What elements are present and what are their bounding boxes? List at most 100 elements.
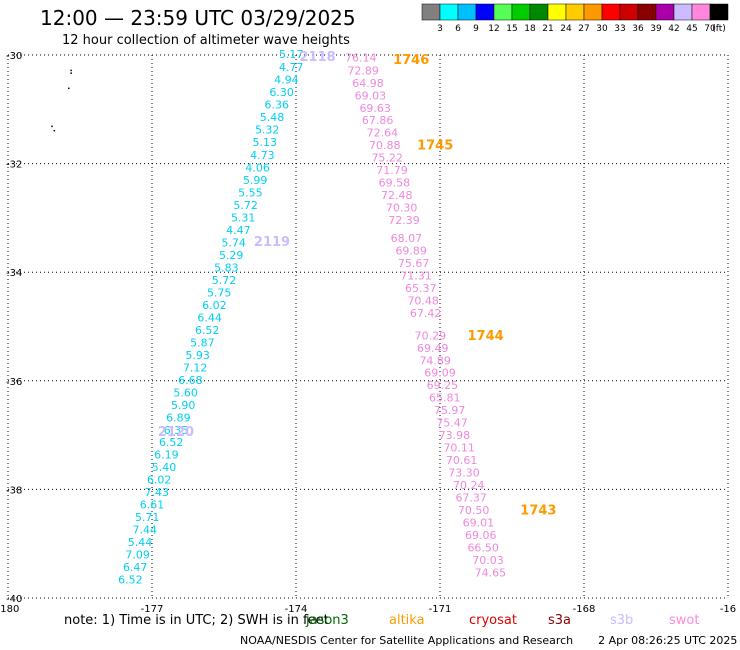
pass-number-label: 2119 (254, 235, 290, 250)
wave-height-point: 75.67 (398, 257, 430, 270)
wave-height-point: 5.99 (243, 174, 268, 187)
colorbar-swatch (601, 3, 621, 21)
colorbar-swatch (691, 3, 711, 21)
wave-height-point: 5.31 (231, 211, 256, 224)
colorbar-swatch (475, 3, 495, 21)
wave-height-point: 5.13 (253, 136, 278, 149)
colorbar-label: 12 (488, 24, 499, 34)
data-points: 5.174.774.946.306.365.485.325.134.734.06… (118, 48, 506, 587)
wave-height-point: 69.89 (395, 245, 427, 258)
colorbar-swatch (673, 3, 693, 21)
wave-height-point: 6.35 (164, 424, 189, 437)
wave-height-point: 5.44 (128, 536, 153, 549)
wave-height-point: 65.81 (429, 392, 461, 405)
colorbar-label: 30 (596, 24, 608, 34)
wave-height-point: 70.30 (386, 202, 418, 215)
x-axis-ticks: -180 -177 -174 -171 -168 -16 (0, 604, 736, 615)
wave-height-point: 74.65 (475, 567, 507, 580)
colorbar-swatch (619, 3, 639, 21)
pass-number-label: 2118 (300, 50, 336, 65)
wave-height-point: 6.52 (159, 436, 184, 449)
wave-height-point: 74.89 (419, 354, 451, 367)
wave-height-point: 6.68 (178, 374, 203, 387)
wave-height-point: 5.60 (173, 386, 198, 399)
wave-height-point: 5.32 (255, 123, 280, 136)
wave-height-point: 6.30 (269, 86, 294, 99)
wave-height-point: 5.90 (171, 399, 196, 412)
x-tick-label: -171 (429, 604, 452, 615)
colorbar-swatch (565, 3, 585, 21)
wave-height-point: 7.44 (133, 524, 158, 537)
wave-height-point: 64.98 (352, 77, 384, 90)
colorbar-label: 42 (668, 24, 679, 34)
land-dot (70, 69, 72, 72)
legend-s3a: s3a (548, 613, 572, 628)
land-dot (53, 129, 56, 132)
wave-height-point: 72.48 (381, 189, 413, 202)
colorbar-label: (ft) (712, 24, 726, 34)
wave-height-point: 66.50 (467, 542, 499, 555)
colorbar-swatch (457, 3, 477, 21)
wave-height-point: 6.52 (195, 324, 220, 337)
wave-height-point: 69.49 (417, 342, 449, 355)
colorbar-label: 39 (650, 24, 662, 34)
wave-height-point: 73.30 (448, 467, 480, 480)
y-tick-label: -36 (6, 377, 22, 388)
colorbar-label: 27 (578, 24, 589, 34)
colorbar-swatch (655, 3, 675, 21)
footer-credit: NOAA/NESDIS Center for Satellite Applica… (240, 634, 737, 647)
wave-height-point: 5.40 (152, 461, 177, 474)
wave-height-point: 70.61 (446, 454, 478, 467)
wave-height-point: 70.11 (443, 442, 475, 455)
x-tick-label: -16 (720, 604, 736, 615)
wave-height-point: 7.12 (183, 361, 208, 374)
wave-height-point: 72.89 (347, 64, 379, 77)
colorbar-swatch (709, 3, 729, 21)
pass-number-label: 1745 (417, 139, 453, 154)
wave-height-point: 6.36 (265, 98, 290, 111)
wave-height-point: 70.88 (369, 139, 401, 152)
wave-height-point: 4.77 (279, 61, 304, 74)
wave-height-point: 5.48 (260, 111, 285, 124)
gridlines (7, 54, 729, 599)
wave-height-point: 69.06 (465, 529, 497, 542)
credit-text: NOAA/NESDIS Center for Satellite Applica… (240, 634, 574, 647)
timestamp: 2 Apr 08:26:25 UTC 2025 (598, 634, 738, 647)
wave-height-point: 5.72 (212, 274, 237, 287)
wave-height-point: 71.31 (400, 270, 432, 283)
wave-height-point: 5.83 (214, 261, 239, 274)
colorbar-label: 33 (614, 24, 625, 34)
wave-height-point: 72.39 (388, 214, 420, 227)
colorbar-swatch (637, 3, 657, 21)
y-tick-label: -38 (6, 485, 22, 496)
colorbar-swatch (547, 3, 567, 21)
wave-height-point: 76.14 (345, 51, 377, 64)
colorbar: 3 6 9 12 15 18 21 24 27 30 33 36 39 42 45 70(ft) (421, 3, 729, 34)
wave-height-point: 67.86 (362, 114, 394, 127)
wave-height-point: 72.64 (367, 127, 399, 140)
land-dot (70, 72, 72, 74)
colorbar-swatch (529, 3, 549, 21)
y-tick-label: -34 (6, 268, 22, 279)
wave-height-point: 69.58 (379, 177, 411, 190)
colorbar-swatch (421, 3, 441, 21)
wave-height-point: 75.97 (434, 404, 466, 417)
wave-height-point: 5.87 (190, 336, 215, 349)
wave-height-point: 71.79 (376, 164, 408, 177)
wave-height-point: 69.25 (427, 379, 459, 392)
colorbar-swatch (511, 3, 531, 21)
wave-height-point: 6.61 (140, 499, 165, 512)
legend-altika: altika (389, 613, 425, 628)
wave-height-point: 5.75 (207, 286, 232, 299)
wave-height-point: 70.48 (407, 295, 439, 308)
colorbar-label: 21 (542, 24, 553, 34)
page-title: 12:00 — 23:59 UTC 03/29/2025 (40, 6, 356, 30)
wave-height-point: 67.37 (455, 492, 487, 505)
colorbar-label: 45 (686, 24, 697, 34)
wave-height-point: 5.72 (233, 199, 258, 212)
wave-height-point: 6.89 (166, 411, 191, 424)
wave-height-point: 5.71 (135, 511, 160, 524)
wave-height-point: 7.09 (125, 549, 150, 562)
colorbar-label: 70 (704, 24, 716, 34)
